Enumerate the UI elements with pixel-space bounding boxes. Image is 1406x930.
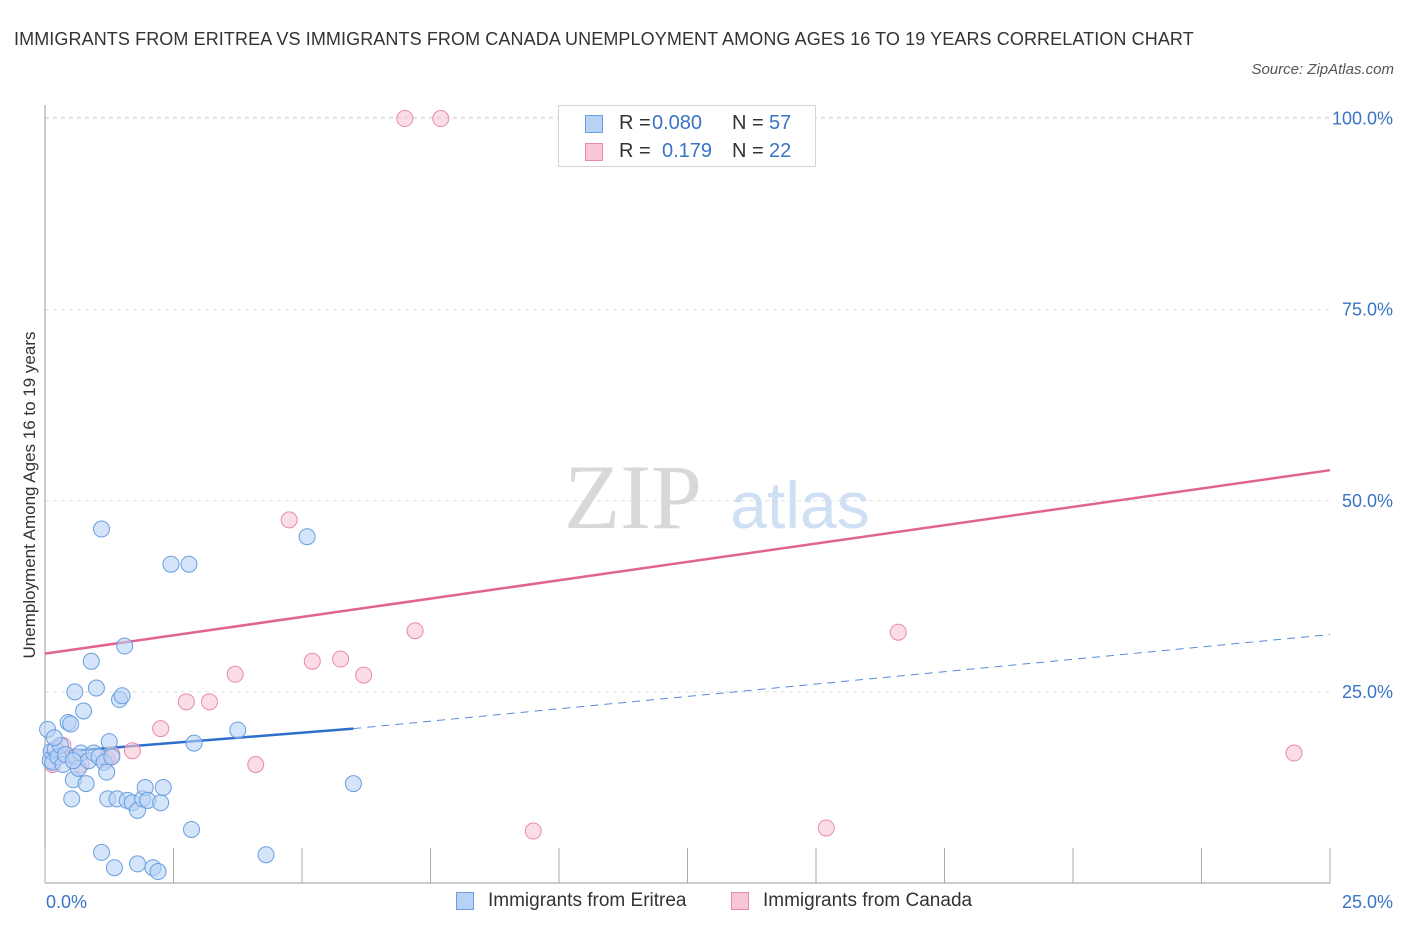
chart-title: IMMIGRANTS FROM ERITREA VS IMMIGRANTS FR… xyxy=(14,29,1194,49)
y-axis-label: Unemployment Among Ages 16 to 19 years xyxy=(20,332,39,659)
x-tick-label-max: 25.0% xyxy=(1342,892,1393,912)
canada-point xyxy=(889,623,907,641)
canada-point xyxy=(177,693,195,711)
canada-point xyxy=(303,652,321,670)
y-tick-label: 75.0% xyxy=(1342,300,1393,320)
eritrea-point xyxy=(98,763,116,781)
eritrea-swatch xyxy=(585,115,603,133)
canada-legend-swatch xyxy=(731,892,749,910)
r-label: R = xyxy=(619,112,651,134)
eritrea-point xyxy=(113,687,131,705)
canada-point xyxy=(355,666,373,684)
x-tick-label-min: 0.0% xyxy=(46,892,87,912)
watermark-atlas: atlas xyxy=(730,468,869,542)
n-label: N = xyxy=(732,140,764,162)
eritrea-point xyxy=(93,520,111,538)
eritrea-point xyxy=(77,775,95,793)
watermark: ZIP atlas xyxy=(564,446,870,548)
eritrea-point xyxy=(180,555,198,573)
y-tick-label: 50.0% xyxy=(1342,491,1393,511)
source-credit: Source: ZipAtlas.com xyxy=(1251,61,1394,78)
eritrea-point xyxy=(45,729,63,747)
canada-point xyxy=(200,693,218,711)
canada-legend-label: Immigrants from Canada xyxy=(763,890,973,911)
r-value: 0.080 xyxy=(652,112,703,134)
r-label: R = xyxy=(619,140,651,162)
eritrea-point xyxy=(154,778,172,796)
grid-layer xyxy=(45,116,1330,693)
correlation-legend: R = 0.080 N = 57 R = 0.179 N = 22 xyxy=(558,105,816,167)
canada-point xyxy=(396,110,414,128)
axis-layer xyxy=(44,105,1331,884)
eritrea-point xyxy=(182,820,200,838)
r-value: 0.179 xyxy=(662,140,713,162)
eritrea-point xyxy=(75,702,93,720)
n-label: N = xyxy=(732,112,764,134)
y-tick-label: 25.0% xyxy=(1342,682,1393,702)
eritrea-point xyxy=(344,775,362,793)
eritrea-legend-label: Immigrants from Eritrea xyxy=(488,890,687,911)
eritrea-point xyxy=(105,859,123,877)
canada-point xyxy=(817,819,835,837)
canada-point xyxy=(332,650,350,668)
eritrea-point xyxy=(257,846,275,864)
eritrea-point xyxy=(64,752,82,770)
eritrea-point xyxy=(87,679,105,697)
eritrea-point xyxy=(162,555,180,573)
canada-point xyxy=(247,756,265,774)
watermark-zip: ZIP xyxy=(564,446,702,548)
eritrea-point xyxy=(100,733,118,751)
canada-point xyxy=(280,511,298,529)
eritrea-trend-extension xyxy=(353,634,1331,730)
canada-point xyxy=(1285,744,1303,762)
eritrea-point xyxy=(63,790,81,808)
eritrea-point xyxy=(116,637,134,655)
eritrea-point xyxy=(185,734,203,752)
eritrea-point xyxy=(152,794,170,812)
canada-point xyxy=(152,720,170,738)
eritrea-legend-swatch xyxy=(456,892,474,910)
eritrea-point xyxy=(62,715,80,733)
label-layer: 25.0% 50.0% 75.0% 100.0% 0.0% 25.0% xyxy=(46,109,1393,912)
canada-point xyxy=(123,742,141,760)
n-value: 22 xyxy=(769,140,792,162)
points-layer xyxy=(39,110,1303,881)
canada-point xyxy=(406,622,424,640)
canada-swatch xyxy=(585,143,603,161)
eritrea-point xyxy=(66,683,84,701)
eritrea-point xyxy=(149,863,167,881)
canada-point xyxy=(432,110,450,128)
y-tick-label: 100.0% xyxy=(1332,109,1393,129)
canada-point xyxy=(226,665,244,683)
eritrea-point xyxy=(82,652,100,670)
canada-point xyxy=(524,822,542,840)
eritrea-point xyxy=(103,748,121,766)
canada-trend-line xyxy=(44,468,1331,655)
eritrea-point xyxy=(129,855,147,873)
n-value: 57 xyxy=(769,112,792,134)
eritrea-point xyxy=(298,528,316,546)
eritrea-point xyxy=(229,721,247,739)
eritrea-point xyxy=(93,843,111,861)
